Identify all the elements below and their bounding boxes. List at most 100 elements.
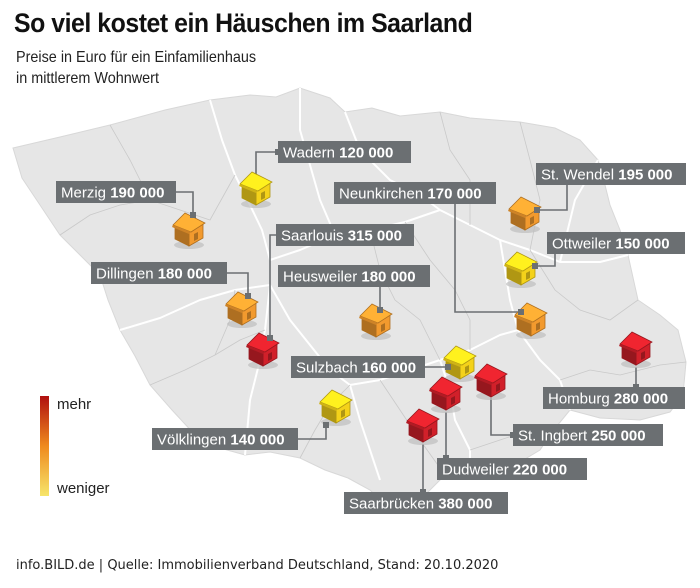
marker-dillingen: Dillingen 180 000 bbox=[91, 262, 259, 328]
place-price: 120 000 bbox=[339, 145, 393, 162]
leader-anchor bbox=[377, 307, 383, 313]
legend-gradient-bar bbox=[40, 396, 49, 496]
place-name: Dudweiler bbox=[442, 462, 513, 479]
legend: mehr weniger bbox=[40, 396, 110, 497]
place-price: 180 000 bbox=[361, 269, 415, 286]
label-box bbox=[547, 232, 685, 254]
place-price: 195 000 bbox=[618, 167, 672, 184]
leader-anchor bbox=[190, 212, 196, 218]
marker-voelklingen: Völklingen 140 000 bbox=[152, 389, 353, 450]
leader-anchor bbox=[532, 263, 538, 269]
place-label: Neunkirchen 170 000 bbox=[339, 186, 482, 203]
leader-anchor bbox=[518, 309, 524, 315]
leader-anchor bbox=[445, 364, 451, 370]
place-price: 150 000 bbox=[615, 236, 669, 253]
place-name: Wadern bbox=[283, 145, 339, 162]
label-box bbox=[91, 262, 227, 284]
house-icon bbox=[508, 196, 542, 233]
place-label: St. Ingbert 250 000 bbox=[518, 428, 646, 445]
house-icon bbox=[514, 302, 548, 339]
place-label: Merzig 190 000 bbox=[61, 185, 164, 202]
place-label: Heusweiler 180 000 bbox=[283, 269, 416, 286]
label-box bbox=[344, 492, 508, 514]
leader-line bbox=[176, 191, 194, 215]
label-box bbox=[437, 458, 587, 480]
marker-dudweiler: Dudweiler 220 000 bbox=[429, 376, 587, 480]
place-price: 140 000 bbox=[230, 432, 284, 449]
label-box bbox=[536, 163, 686, 185]
legend-high-label: mehr bbox=[57, 396, 91, 413]
place-price: 160 000 bbox=[362, 360, 416, 377]
place-price: 380 000 bbox=[438, 496, 492, 513]
place-name: St. Wendel bbox=[541, 167, 618, 184]
place-price: 280 000 bbox=[614, 391, 668, 408]
leader-anchor bbox=[267, 335, 273, 341]
house-icon bbox=[406, 408, 440, 445]
leader-line bbox=[255, 151, 278, 176]
marker-st-wendel: St. Wendel 195 000 bbox=[508, 163, 686, 233]
leader-line bbox=[454, 204, 521, 313]
label-box bbox=[152, 428, 298, 450]
house-icon bbox=[246, 332, 280, 369]
marker-ottweiler: Ottweiler 150 000 bbox=[504, 232, 685, 288]
marker-st-ingbert: St. Ingbert 250 000 bbox=[474, 363, 663, 446]
legend-low-label: weniger bbox=[56, 480, 110, 497]
subtitle-line-1: Preise in Euro für ein Einfamilienhaus bbox=[16, 49, 257, 66]
label-box bbox=[276, 224, 414, 246]
place-price: 170 000 bbox=[427, 186, 481, 203]
house-icon bbox=[225, 291, 259, 328]
house-icon bbox=[319, 389, 353, 426]
label-box bbox=[278, 265, 430, 287]
place-name: Saarlouis bbox=[281, 228, 348, 245]
leader-line bbox=[269, 234, 276, 338]
leader-anchor bbox=[245, 293, 251, 299]
leader-line bbox=[535, 254, 556, 267]
place-label: Homburg 280 000 bbox=[548, 391, 668, 408]
leader-line bbox=[298, 425, 327, 440]
label-box bbox=[291, 356, 425, 378]
place-label: Sulzbach 160 000 bbox=[296, 360, 416, 377]
house-icon bbox=[172, 212, 206, 249]
place-price: 250 000 bbox=[591, 428, 645, 445]
place-name: Dillingen bbox=[96, 266, 158, 283]
place-label: Ottweiler 150 000 bbox=[552, 236, 670, 253]
marker-neunkirchen: Neunkirchen 170 000 bbox=[334, 182, 548, 339]
place-label: Dudweiler 220 000 bbox=[442, 462, 567, 479]
place-label: Dillingen 180 000 bbox=[96, 266, 212, 283]
marker-homburg: Homburg 280 000 bbox=[543, 331, 685, 409]
label-box bbox=[513, 424, 663, 446]
place-price: 315 000 bbox=[348, 228, 402, 245]
label-box bbox=[334, 182, 496, 204]
marker-saarlouis: Saarlouis 315 000 bbox=[246, 224, 414, 369]
house-icon bbox=[429, 376, 463, 413]
subtitle-line-2: in mittlerem Wohnwert bbox=[16, 70, 159, 87]
leader-line bbox=[537, 185, 568, 211]
house-icon bbox=[619, 331, 653, 368]
label-box bbox=[56, 181, 176, 203]
house-icon bbox=[474, 363, 508, 400]
leader-line bbox=[490, 398, 513, 436]
house-icon bbox=[504, 251, 538, 288]
place-name: Saarbrücken bbox=[349, 496, 438, 513]
marker-saarbruecken: Saarbrücken 380 000 bbox=[344, 408, 508, 514]
marker-heusweiler: Heusweiler 180 000 bbox=[278, 265, 430, 340]
place-price: 180 000 bbox=[158, 266, 212, 283]
leader-anchor bbox=[323, 422, 329, 428]
place-name: St. Ingbert bbox=[518, 428, 591, 445]
marker-sulzbach: Sulzbach 160 000 bbox=[291, 345, 477, 382]
place-name: Heusweiler bbox=[283, 269, 361, 286]
page-title: So viel kostet ein Häuschen im Saarland bbox=[14, 8, 473, 38]
place-price: 220 000 bbox=[513, 462, 567, 479]
place-name: Neunkirchen bbox=[339, 186, 427, 203]
house-icon bbox=[359, 303, 393, 340]
place-name: Homburg bbox=[548, 391, 614, 408]
place-label: Saarlouis 315 000 bbox=[281, 228, 402, 245]
label-box bbox=[543, 387, 685, 409]
leader-line bbox=[227, 272, 249, 296]
marker-wadern: Wadern 120 000 bbox=[239, 141, 411, 208]
place-name: Sulzbach bbox=[296, 360, 362, 377]
place-name: Ottweiler bbox=[552, 236, 615, 253]
place-price: 190 000 bbox=[110, 185, 164, 202]
label-box bbox=[278, 141, 411, 163]
